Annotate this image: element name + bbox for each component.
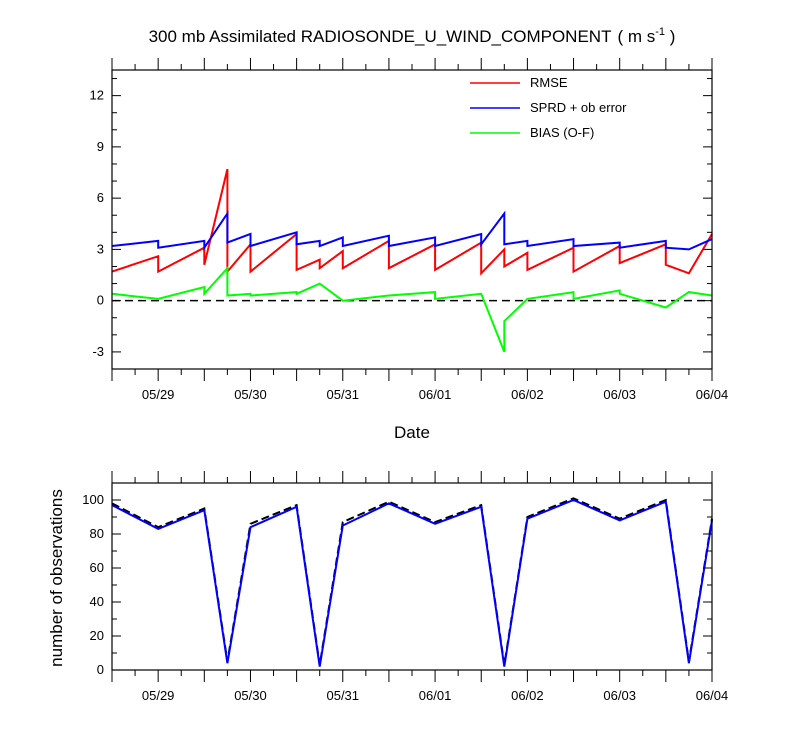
top-chart-panel: -3 0 3 6 9 12 05/29 05/30 05/31 06/01 06/02 06/03 06… [90,58,729,402]
top-x-tick-label: 06/04 [696,387,729,402]
legend-label-sprd: SPRD + ob error [530,100,627,115]
top-x-tick-label: 06/03 [603,387,636,402]
bottom-x-tick-label: 06/01 [419,688,452,703]
top-x-tick-label: 06/01 [419,387,452,402]
bottom-x-tick-label: 05/29 [142,688,175,703]
top-x-tick-label: 05/29 [142,387,175,402]
bottom-x-tick-label: 06/04 [696,688,729,703]
top-x-tick-label: 05/31 [326,387,359,402]
top-y-tick-label: 9 [97,139,104,154]
top-y-tick-label: 6 [97,190,104,205]
top-x-tick-label: 05/30 [234,387,267,402]
legend-label-rmse: RMSE [530,75,568,90]
bottom-y-tick-label: 20 [90,628,104,643]
bottom-y-tick-label: 60 [90,560,104,575]
top-y-tick-label: 12 [90,88,104,103]
top-x-tick-label: 06/02 [511,387,544,402]
legend-label-bias: BIAS (O-F) [530,125,594,140]
bottom-axes-group: 0 20 40 60 80 100 05/29 05/30 05/31 06/01 06/02 06/… [82,471,728,703]
bottom-y-tick-label: 40 [90,594,104,609]
bottom-y-tick-label: 80 [90,526,104,541]
bottom-y-tick-label: 0 [97,662,104,677]
top-y-tick-label: 0 [97,293,104,308]
bottom-series-group [111,497,713,667]
top-y-tick-label: 3 [97,241,104,256]
top-y-tick-label: -3 [92,344,104,359]
bottom-plot-frame [111,482,713,671]
chart-title-units: ( m s [617,27,655,46]
bottom-series-possible [111,497,713,666]
top-plot-frame [111,69,713,370]
bottom-chart-panel: 0 20 40 60 80 100 05/29 05/30 05/31 06/01 06/02 06/… [82,471,728,703]
bottom-x-tick-label: 05/31 [326,688,359,703]
chart-title: 300 mb Assimilated RADIOSONDE_U_WIND_COM… [149,26,676,46]
top-series-sprd-ob-error [111,210,713,251]
bottom-series-used [111,498,713,667]
bottom-x-tick-label: 06/03 [603,688,636,703]
chart-title-units-exponent: -1 [655,26,665,38]
top-axes-group: -3 0 3 6 9 12 05/29 05/30 05/31 06/01 06/02 06/03 06… [90,58,729,402]
bottom-x-tick-label: 06/02 [511,688,544,703]
top-series-group [111,168,713,353]
top-series-bias-o-f [111,265,713,353]
top-series-rmse [111,168,713,276]
chart-title-units-close: ) [665,27,675,46]
bottom-y-tick-label: 100 [82,492,104,507]
x-axis-title: Date [394,423,430,442]
chart-title-main: 300 mb Assimilated RADIOSONDE_U_WIND_COM… [149,27,612,46]
legend: RMSE SPRD + ob error BIAS (O-F) [470,75,627,140]
y-axis-title-observations: number of observations [47,489,66,667]
bottom-x-tick-label: 05/30 [234,688,267,703]
